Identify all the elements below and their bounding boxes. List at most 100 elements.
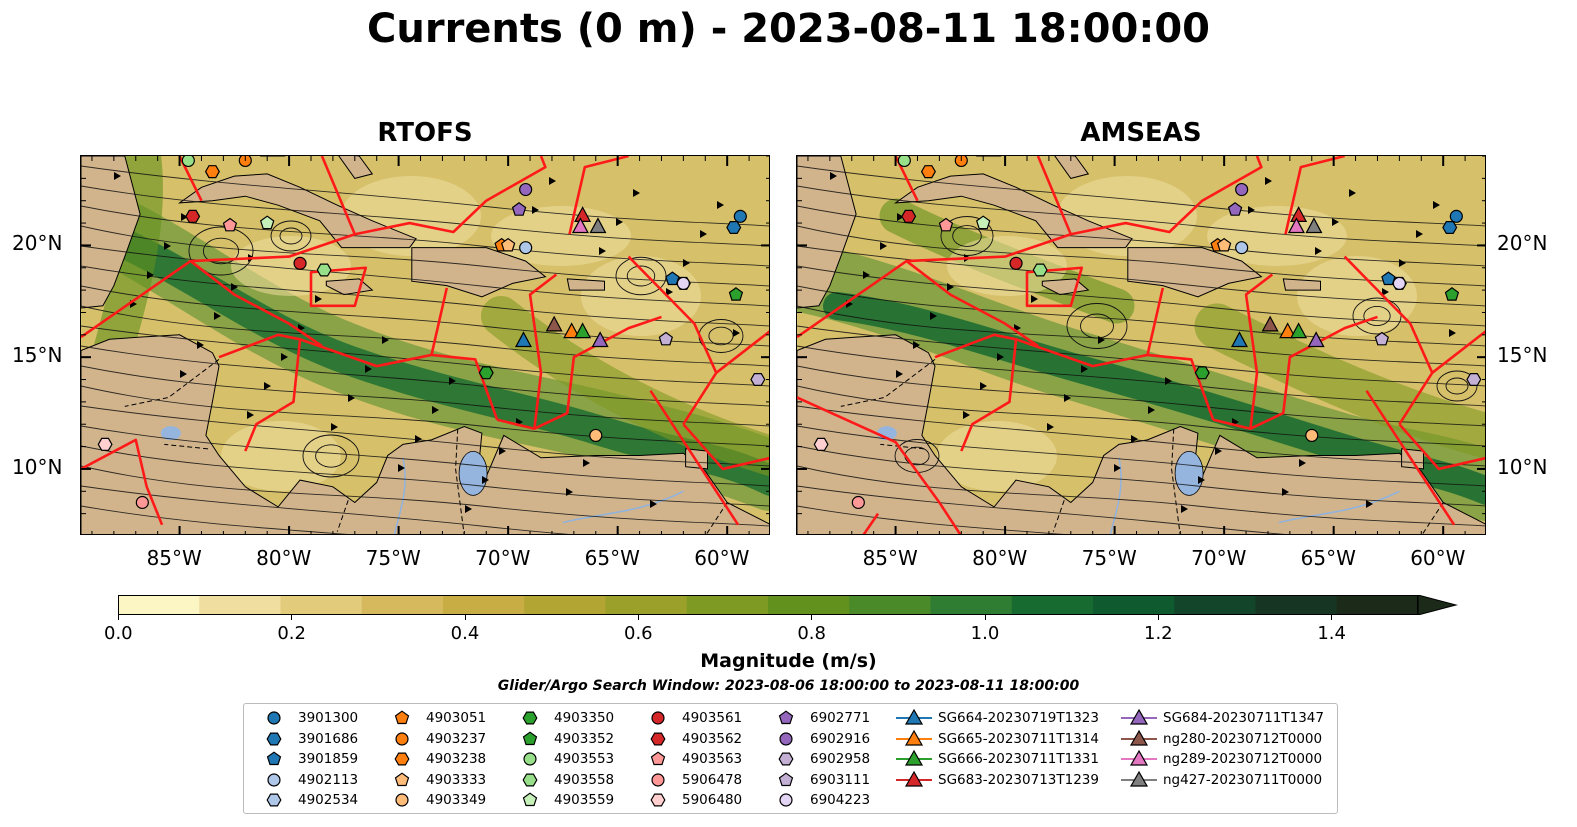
legend-label: 4903553 bbox=[554, 751, 615, 767]
colorbar-tick bbox=[984, 615, 986, 620]
float-marker-4903562 bbox=[185, 209, 201, 223]
legend-label: SG666-20230711T1331 bbox=[938, 751, 1099, 767]
legend-label: 4903352 bbox=[554, 730, 615, 747]
panel-title-amseas: AMSEAS bbox=[1080, 118, 1202, 148]
streamline-arrow bbox=[331, 423, 338, 431]
lat-tick-label-left: 10°N bbox=[12, 454, 63, 479]
streamline bbox=[81, 345, 769, 407]
float-marker-5906478 bbox=[851, 495, 865, 510]
streamline-arrow bbox=[398, 464, 405, 472]
streamline bbox=[81, 185, 769, 247]
streamline-arrow bbox=[114, 172, 121, 180]
streamline-arrow bbox=[365, 365, 372, 373]
legend-label: 6902958 bbox=[810, 751, 871, 767]
glider-marker-ng427 bbox=[589, 217, 607, 234]
map-rtofs bbox=[80, 155, 770, 535]
streamline-arrow bbox=[616, 218, 623, 226]
float-marker-5906480 bbox=[97, 437, 113, 451]
float-marker-4903349 bbox=[589, 428, 603, 442]
legend-marker-icon bbox=[650, 751, 666, 766]
country-border bbox=[705, 502, 728, 534]
eez-boundary bbox=[320, 156, 357, 235]
glider-marker-ng289 bbox=[571, 217, 589, 234]
eez-boundary bbox=[1025, 266, 1084, 308]
landmass bbox=[1127, 247, 1263, 298]
streamline-arrow bbox=[465, 505, 472, 513]
streamline-arrow bbox=[247, 411, 254, 419]
colorbar-title: Magnitude (m/s) bbox=[700, 650, 877, 672]
legend-label: SG683-20230713T1239 bbox=[938, 771, 1099, 788]
colorbar-segment bbox=[686, 595, 769, 615]
eez-boundary bbox=[862, 512, 880, 534]
float-marker-6902771 bbox=[511, 202, 527, 216]
legend-marker-icon bbox=[266, 731, 282, 745]
float-marker-4903350 bbox=[1194, 366, 1210, 380]
float-marker-3901859 bbox=[665, 271, 680, 286]
eez-boundary bbox=[496, 273, 558, 431]
legend-marker-icon bbox=[778, 771, 794, 786]
eddy-streamline bbox=[1363, 305, 1391, 327]
legend-label: ng289-20230712T0000 bbox=[1163, 751, 1323, 767]
streamline-arrow bbox=[830, 172, 837, 180]
streamline bbox=[797, 505, 1065, 534]
legend-label: 4903561 bbox=[682, 710, 743, 726]
streamline-arrow bbox=[700, 230, 707, 238]
streamline bbox=[81, 165, 769, 227]
float-marker-3901300 bbox=[1449, 209, 1463, 223]
streamline-arrow bbox=[1265, 177, 1272, 185]
streamline-arrow bbox=[549, 177, 556, 185]
legend-label: 5906480 bbox=[682, 792, 743, 808]
streamline-arrow bbox=[1098, 336, 1105, 344]
streamline-arrow bbox=[1081, 365, 1088, 373]
streamline-arrow bbox=[180, 370, 187, 378]
lat-tick-label-right: 20°N bbox=[1497, 231, 1548, 256]
colorbar-segment bbox=[930, 595, 1013, 615]
float-marker-4903553 bbox=[181, 156, 195, 168]
streamline-arrow bbox=[980, 382, 987, 390]
legend-label: 5906478 bbox=[682, 771, 743, 788]
glider-marker-SG684 bbox=[1307, 331, 1325, 348]
float-marker-3901300 bbox=[733, 209, 747, 223]
streamline-arrow bbox=[650, 500, 657, 508]
landmass bbox=[1282, 278, 1321, 291]
float-marker-4903350 bbox=[478, 366, 494, 380]
legend-marker-icon bbox=[1129, 708, 1149, 725]
float-marker-6904223 bbox=[1392, 276, 1406, 290]
glider-marker-SG684 bbox=[591, 331, 609, 348]
river bbox=[1109, 457, 1122, 534]
streamline-arrow bbox=[1047, 423, 1054, 431]
legend-marker-icon bbox=[904, 770, 924, 787]
legend-marker-icon bbox=[904, 749, 924, 766]
colorbar-tick bbox=[811, 615, 813, 620]
colorbar-ticks: 0.0 0.2 0.4 0.6 0.8 1.0 1.2 1.4 bbox=[0, 615, 1577, 645]
colorbar-segment bbox=[443, 595, 525, 615]
legend-label: 4903238 bbox=[426, 751, 487, 767]
eez-boundary bbox=[1431, 330, 1485, 374]
streamline-arrow bbox=[1433, 201, 1440, 209]
legend-label: 6902916 bbox=[810, 730, 871, 747]
eez-boundary bbox=[905, 260, 1039, 348]
legend-marker-icon bbox=[778, 710, 794, 725]
streamline-arrow bbox=[896, 370, 903, 378]
eez-boundary bbox=[797, 396, 962, 534]
streamline bbox=[81, 485, 570, 534]
streamline-arrow bbox=[1114, 464, 1121, 472]
streamline-arrow bbox=[449, 377, 456, 385]
streamline-arrow bbox=[348, 394, 355, 402]
legend-label: 4903562 bbox=[682, 730, 743, 747]
legend-marker-icon bbox=[395, 731, 409, 746]
streamline bbox=[797, 445, 1485, 507]
streamline bbox=[797, 485, 1286, 534]
colorbar-tick-label: 0.0 bbox=[104, 623, 133, 644]
current-band bbox=[81, 211, 769, 496]
streamline-arrow bbox=[315, 295, 322, 303]
float-marker-6904223 bbox=[676, 276, 690, 290]
glider-marker-SG664 bbox=[514, 331, 532, 348]
float-marker-4903333 bbox=[1216, 237, 1232, 252]
colorbar-tick-label: 1.4 bbox=[1317, 623, 1346, 644]
glider-marker-ng427 bbox=[1305, 217, 1323, 234]
legend-marker-icon bbox=[1129, 729, 1149, 746]
eez-boundary bbox=[715, 330, 769, 374]
country-border bbox=[880, 443, 925, 450]
streamline bbox=[81, 465, 769, 527]
